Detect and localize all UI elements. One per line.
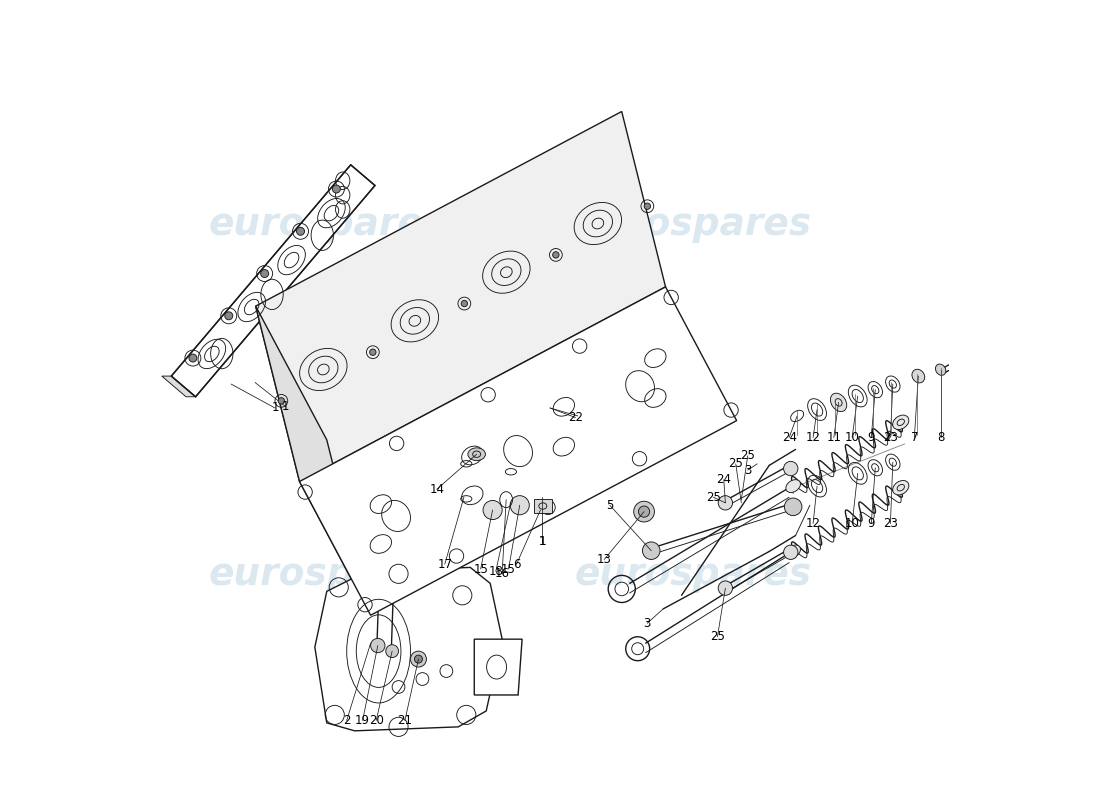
Ellipse shape bbox=[893, 415, 909, 430]
Text: 23: 23 bbox=[883, 517, 898, 530]
Text: 16: 16 bbox=[495, 567, 509, 580]
Circle shape bbox=[297, 227, 305, 235]
Text: 8: 8 bbox=[937, 431, 944, 444]
Text: 10: 10 bbox=[845, 517, 859, 530]
Circle shape bbox=[638, 506, 650, 517]
Text: 7: 7 bbox=[911, 431, 918, 444]
Circle shape bbox=[278, 398, 285, 404]
Circle shape bbox=[483, 501, 503, 519]
Polygon shape bbox=[255, 111, 666, 482]
Polygon shape bbox=[255, 306, 371, 615]
Circle shape bbox=[261, 270, 268, 278]
Ellipse shape bbox=[785, 480, 801, 493]
Text: 2: 2 bbox=[343, 714, 351, 727]
Text: 17: 17 bbox=[438, 558, 452, 570]
Text: 3: 3 bbox=[744, 464, 751, 477]
Circle shape bbox=[410, 651, 427, 667]
Text: 25: 25 bbox=[740, 450, 755, 462]
Text: 25: 25 bbox=[728, 458, 744, 470]
Text: 10: 10 bbox=[845, 431, 859, 444]
Circle shape bbox=[718, 496, 733, 510]
Text: 18: 18 bbox=[488, 565, 503, 578]
Circle shape bbox=[783, 462, 798, 476]
Text: 1: 1 bbox=[538, 534, 546, 548]
Text: eurospares: eurospares bbox=[575, 558, 812, 594]
Text: 11: 11 bbox=[826, 431, 842, 444]
Text: eurospares: eurospares bbox=[208, 206, 446, 242]
Ellipse shape bbox=[830, 394, 847, 411]
Text: 25: 25 bbox=[710, 630, 725, 643]
Text: 13: 13 bbox=[597, 553, 612, 566]
Circle shape bbox=[386, 645, 398, 658]
Text: 22: 22 bbox=[568, 411, 583, 424]
Text: 9: 9 bbox=[868, 517, 875, 530]
Polygon shape bbox=[474, 639, 522, 695]
Circle shape bbox=[552, 252, 559, 258]
Text: 23: 23 bbox=[883, 431, 898, 444]
Ellipse shape bbox=[468, 448, 485, 461]
Circle shape bbox=[510, 496, 529, 515]
Circle shape bbox=[371, 638, 385, 653]
Circle shape bbox=[634, 502, 654, 522]
Circle shape bbox=[645, 203, 650, 210]
Text: 20: 20 bbox=[368, 714, 384, 727]
Text: 15: 15 bbox=[473, 562, 488, 575]
Text: 12: 12 bbox=[805, 431, 821, 444]
Text: 19: 19 bbox=[355, 714, 371, 727]
Text: 25: 25 bbox=[706, 490, 721, 504]
Text: 15: 15 bbox=[502, 562, 516, 575]
Text: 1: 1 bbox=[272, 402, 278, 414]
Ellipse shape bbox=[935, 364, 946, 375]
Circle shape bbox=[370, 349, 376, 355]
Ellipse shape bbox=[785, 545, 801, 558]
Text: 21: 21 bbox=[397, 714, 412, 727]
Polygon shape bbox=[172, 165, 375, 397]
Ellipse shape bbox=[893, 481, 909, 495]
Text: 14: 14 bbox=[429, 482, 444, 496]
Text: 24: 24 bbox=[716, 474, 732, 486]
Circle shape bbox=[189, 354, 197, 362]
Circle shape bbox=[784, 498, 802, 515]
Text: 3: 3 bbox=[644, 617, 651, 630]
Polygon shape bbox=[299, 287, 737, 615]
Text: eurospares: eurospares bbox=[208, 558, 446, 594]
Ellipse shape bbox=[912, 370, 925, 383]
Circle shape bbox=[415, 655, 422, 663]
Circle shape bbox=[783, 545, 798, 559]
Circle shape bbox=[224, 312, 233, 320]
Text: 6: 6 bbox=[513, 558, 520, 570]
Polygon shape bbox=[162, 376, 196, 397]
Text: 1: 1 bbox=[538, 535, 546, 549]
Circle shape bbox=[461, 300, 468, 306]
Text: 12: 12 bbox=[805, 517, 821, 530]
Circle shape bbox=[642, 542, 660, 559]
Circle shape bbox=[718, 581, 733, 595]
Text: 1: 1 bbox=[282, 400, 289, 413]
Circle shape bbox=[332, 185, 340, 193]
Polygon shape bbox=[315, 567, 503, 731]
Text: 5: 5 bbox=[606, 498, 614, 512]
Text: 9: 9 bbox=[868, 431, 875, 444]
Text: eurospares: eurospares bbox=[575, 206, 812, 242]
Text: 24: 24 bbox=[782, 431, 796, 444]
Polygon shape bbox=[535, 499, 551, 514]
